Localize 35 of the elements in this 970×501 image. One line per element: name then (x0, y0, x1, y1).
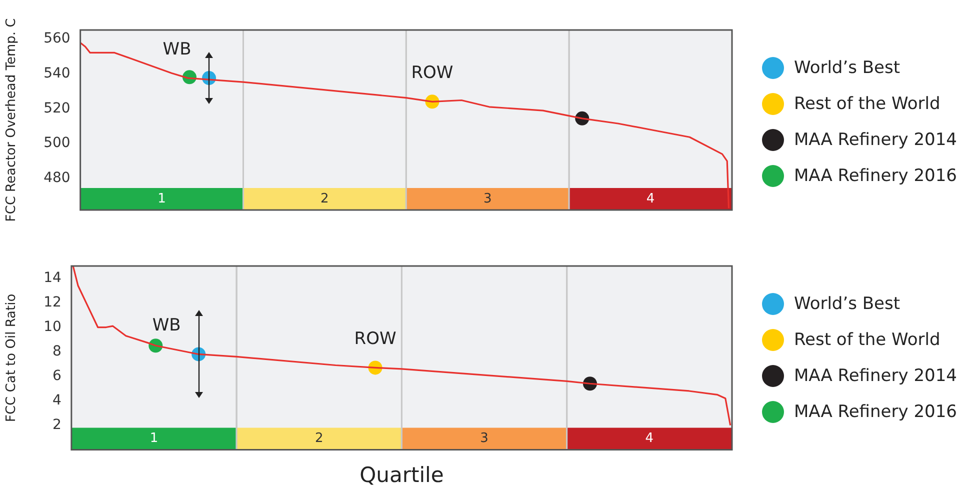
legend-label: MAA Refinery 2014 (794, 130, 957, 150)
x-tick-label: 2 (314, 431, 324, 446)
y-tick-label: 480 (44, 170, 70, 186)
legend-label: World’s Best (794, 58, 900, 78)
y-tick-label: 540 (44, 65, 70, 82)
y-tick-label: 10 (44, 318, 62, 335)
annotation: WB (152, 316, 181, 336)
legend-label: MAA Refinery 2016 (794, 166, 957, 186)
legend-label: World’s Best (794, 294, 900, 314)
y-tick-label: 500 (44, 135, 70, 152)
annotation: WB (162, 39, 192, 60)
x-tick-label: 1 (158, 191, 166, 206)
annotation: ROW (354, 329, 396, 350)
y-axis-title: FCC Reactor Overhead Temp. C (4, 18, 20, 222)
y-tick-label: 560 (44, 30, 70, 46)
x-tick-label: 3 (483, 191, 492, 206)
y-tick-label: 520 (44, 100, 70, 116)
x-axis-title: Quartile (360, 462, 444, 487)
x-tick-label: 2 (320, 191, 329, 206)
y-tick-label: 14 (44, 270, 62, 286)
y-tick-label: 6 (52, 368, 62, 384)
y-tick-label: 8 (52, 343, 62, 360)
y-tick-label: 12 (44, 294, 62, 310)
x-tick-label: 4 (645, 431, 654, 446)
x-tick-label: 3 (480, 431, 488, 446)
y-tick-label: 2 (52, 416, 62, 433)
legend-label: Rest of the World (794, 94, 940, 114)
annotation: ROW (411, 63, 454, 84)
x-tick-label: 4 (646, 191, 655, 206)
legend-label: MAA Refinery 2014 (794, 366, 957, 386)
y-axis-title: FCC Cat to Oil Ratio (4, 294, 20, 422)
legend-label: MAA Refinery 2016 (794, 402, 957, 422)
y-tick-label: 4 (52, 392, 62, 408)
x-tick-label: 1 (150, 431, 158, 446)
legend-label: Rest of the World (794, 330, 940, 350)
